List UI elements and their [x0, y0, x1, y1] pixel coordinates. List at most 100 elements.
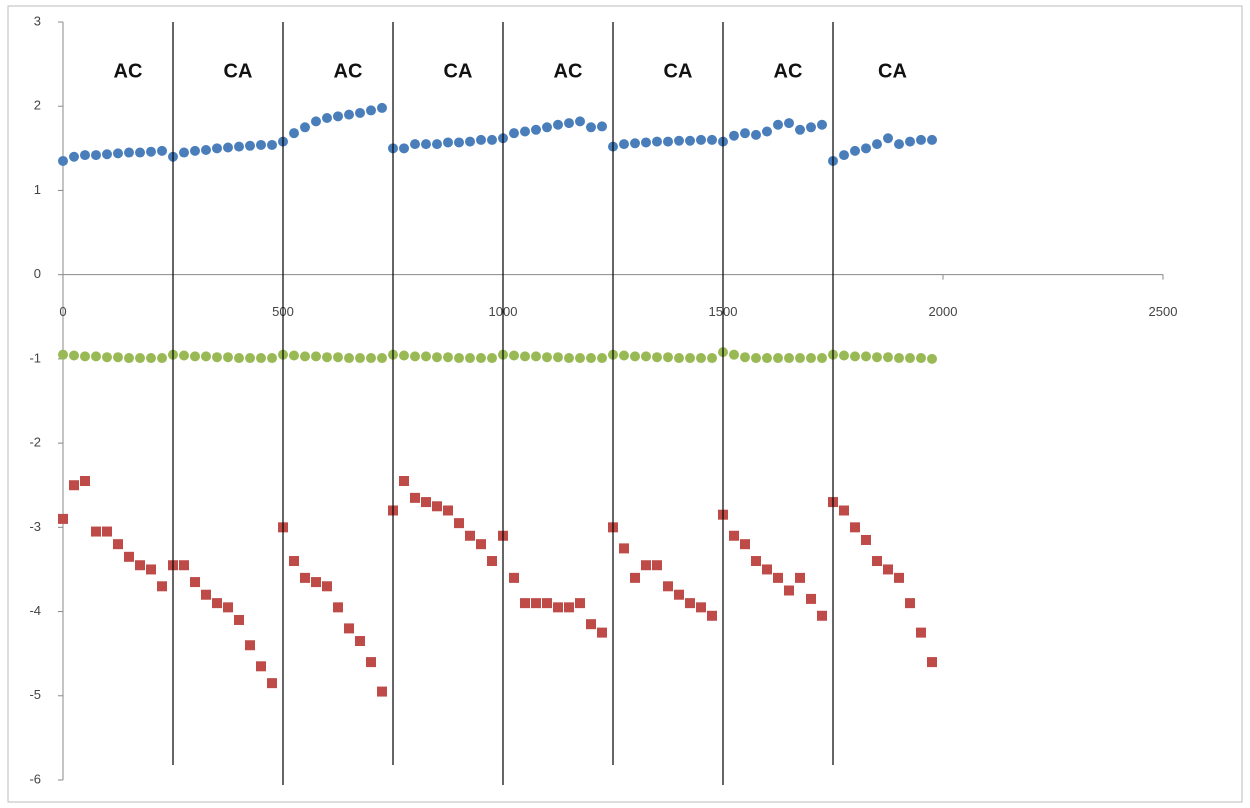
y-tick-label: 1	[34, 182, 41, 197]
point	[520, 598, 530, 609]
annotation: CA	[664, 60, 693, 82]
point	[289, 556, 299, 567]
point	[586, 619, 596, 630]
annotation: AC	[334, 60, 363, 82]
point	[322, 113, 332, 124]
point	[850, 522, 860, 533]
point	[443, 352, 453, 363]
point	[861, 143, 871, 154]
point	[454, 137, 464, 148]
point	[399, 350, 409, 361]
point	[509, 128, 519, 139]
point	[652, 352, 662, 363]
point	[784, 585, 794, 596]
point	[113, 352, 123, 363]
point	[289, 128, 299, 139]
point	[707, 610, 717, 621]
annotation: CA	[444, 60, 473, 82]
point	[201, 145, 211, 156]
point	[674, 353, 684, 364]
point	[531, 598, 541, 609]
point	[179, 560, 189, 571]
point	[586, 122, 596, 133]
point	[223, 352, 233, 363]
point	[894, 572, 904, 583]
point	[674, 135, 684, 146]
point	[69, 350, 79, 361]
y-tick-label: 2	[34, 98, 41, 113]
point	[333, 111, 343, 122]
point	[696, 353, 706, 364]
point	[256, 661, 266, 672]
point	[883, 352, 893, 363]
y-tick-label: -5	[29, 687, 41, 702]
point	[223, 602, 233, 613]
point	[696, 602, 706, 613]
y-tick-label: 3	[34, 13, 41, 28]
point	[113, 539, 123, 550]
point	[311, 351, 321, 362]
point	[80, 150, 90, 161]
x-tick-label: 0	[59, 304, 66, 319]
point	[839, 350, 849, 361]
point	[256, 139, 266, 150]
point	[201, 351, 211, 362]
point	[773, 572, 783, 583]
point	[179, 147, 189, 158]
point	[91, 150, 101, 161]
point	[333, 352, 343, 363]
point	[542, 122, 552, 133]
point	[432, 352, 442, 363]
point	[553, 119, 563, 130]
y-tick-label: 0	[34, 266, 41, 281]
point	[839, 505, 849, 516]
point	[685, 135, 695, 146]
point	[487, 134, 497, 145]
point	[542, 598, 552, 609]
point	[267, 678, 277, 689]
point	[124, 147, 134, 158]
point	[751, 353, 761, 364]
point	[432, 139, 442, 150]
point	[212, 598, 222, 609]
point	[289, 350, 299, 361]
point	[333, 602, 343, 613]
annotation: AC	[114, 60, 143, 82]
point	[707, 134, 717, 145]
point	[366, 657, 376, 668]
point	[69, 151, 79, 162]
point	[575, 353, 585, 364]
point	[740, 539, 750, 550]
point	[377, 102, 387, 113]
point	[663, 136, 673, 147]
point	[784, 353, 794, 364]
point	[795, 572, 805, 583]
point	[146, 146, 156, 157]
point	[916, 353, 926, 364]
point	[894, 139, 904, 150]
point	[410, 351, 420, 362]
point	[146, 564, 156, 575]
point	[245, 140, 255, 151]
point	[674, 589, 684, 600]
point	[476, 134, 486, 145]
point	[322, 352, 332, 363]
point	[355, 636, 365, 647]
point	[861, 351, 871, 362]
point	[630, 572, 640, 583]
point	[454, 353, 464, 364]
point	[311, 577, 321, 588]
point	[234, 614, 244, 625]
point	[641, 137, 651, 148]
point	[410, 492, 420, 503]
point	[146, 353, 156, 364]
point	[157, 145, 167, 156]
point	[465, 530, 475, 541]
point	[663, 581, 673, 592]
point	[135, 147, 145, 158]
point	[916, 134, 926, 145]
point	[619, 350, 629, 361]
point	[300, 122, 310, 133]
point	[366, 353, 376, 364]
point	[245, 353, 255, 364]
